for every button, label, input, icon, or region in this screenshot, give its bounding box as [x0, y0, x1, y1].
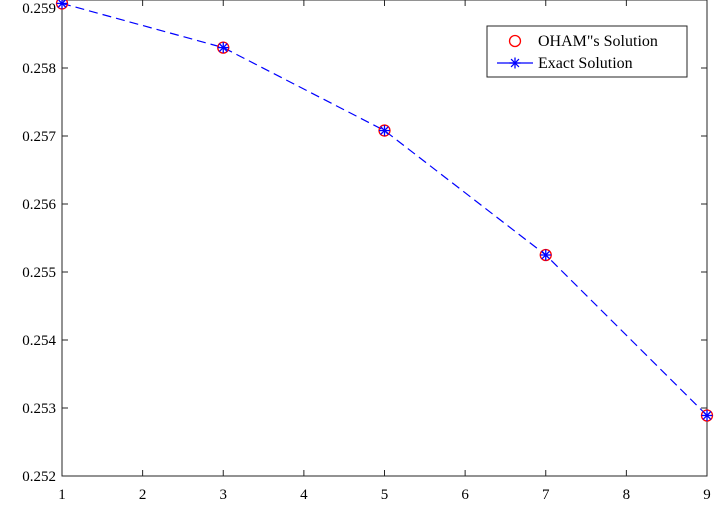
- plot-area: [61, 0, 708, 477]
- y-tick-label: 0.257: [22, 129, 56, 145]
- point-exact-solution: [379, 125, 390, 137]
- y-tick-label: 0.254: [22, 333, 56, 349]
- point-exact-solution: [56, 0, 68, 9]
- legend-box: [486, 25, 688, 78]
- y-tick-label: 0.259: [22, 1, 56, 17]
- x-tick-label: 7: [542, 487, 550, 503]
- x-tick-label: 6: [461, 487, 469, 503]
- x-tick-label: 5: [381, 487, 389, 503]
- x-tick-label: 2: [139, 487, 147, 503]
- point-exact-solution: [701, 409, 713, 421]
- x-tick-label: 1: [58, 487, 66, 503]
- x-tick-label: 4: [300, 487, 308, 503]
- point-exact-solution: [540, 249, 552, 261]
- legend-marker-exact-solution: [509, 57, 521, 69]
- y-tick-label: 0.256: [22, 197, 56, 213]
- y-tick-label: 0.252: [22, 469, 56, 485]
- x-tick-label: 8: [623, 487, 631, 503]
- y-tick-label: 0.253: [22, 401, 56, 417]
- legend-marker-oham-solution: [508, 34, 522, 48]
- legend-label: OHAM"s Solution: [538, 33, 658, 50]
- x-tick-label: 9: [703, 487, 711, 503]
- legend-label: Exact Solution: [538, 55, 633, 72]
- legend: OHAM"s Solution Exact Solution: [486, 25, 688, 78]
- x-tick-label: 3: [220, 487, 228, 503]
- series-layer: [55, 0, 714, 422]
- point-exact-solution: [217, 42, 229, 54]
- axes-ticks: 1 2 3 4 5 6 7 8 9 0.252 0.253 0.254 0.255 0.256 0.257 0…: [22, 0, 711, 503]
- y-tick-label: 0.255: [22, 265, 56, 281]
- y-tick-label: 0.258: [22, 61, 56, 77]
